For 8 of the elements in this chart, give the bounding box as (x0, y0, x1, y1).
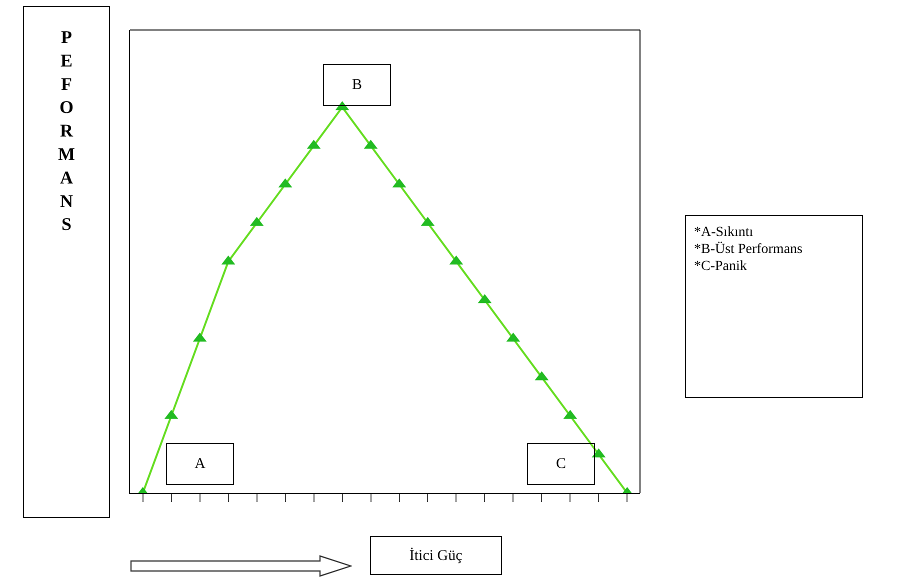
text: *B-Üst Performans (694, 241, 804, 258)
annotation: C (527, 443, 595, 485)
text: PEFORMANS (58, 27, 75, 234)
text: B (323, 64, 391, 106)
annotation: A (166, 443, 234, 485)
text: *A-Sıkıntı (694, 224, 754, 241)
x-axis-title: İtici Güç (409, 547, 463, 564)
text: *C-Panik (694, 258, 748, 275)
